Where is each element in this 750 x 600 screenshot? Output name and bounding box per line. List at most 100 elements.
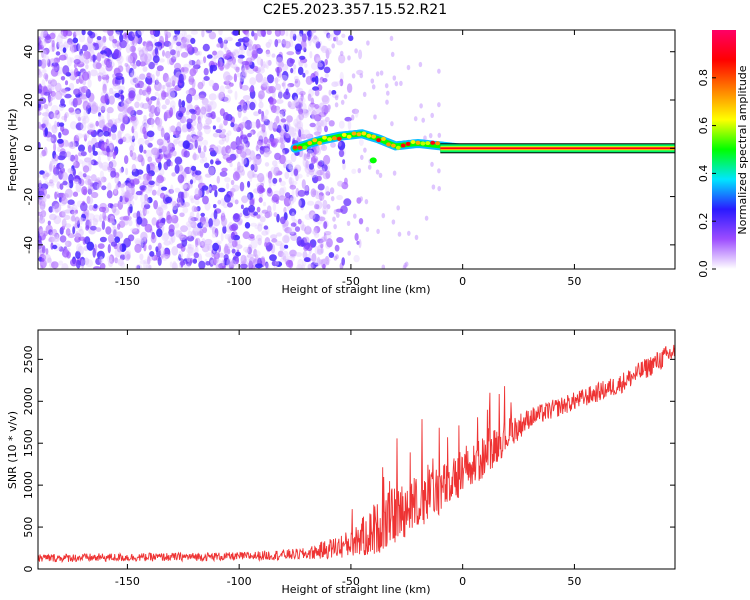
noise-blob — [185, 89, 193, 95]
noise-blob — [288, 197, 295, 205]
noise-blob — [240, 151, 247, 158]
noise-blob — [263, 115, 268, 122]
noise-blob — [321, 45, 328, 54]
signal-blob — [332, 136, 337, 141]
noise-blob — [156, 228, 163, 238]
noise-blob — [38, 97, 47, 105]
noise-blob — [216, 117, 221, 123]
noise-blob — [437, 68, 441, 74]
noise-blob — [183, 183, 188, 189]
noise-blob — [371, 84, 376, 90]
noise-blob — [339, 78, 344, 87]
noise-blob — [247, 180, 251, 188]
spectrogram-xlabel: Height of straight line (km) — [281, 283, 430, 296]
noise-blob — [168, 42, 173, 50]
noise-blob — [288, 103, 297, 110]
noise-blob — [71, 214, 76, 222]
noise-blob — [315, 194, 323, 200]
noise-blob — [47, 101, 53, 107]
noise-blob — [184, 166, 192, 175]
noise-blob — [171, 172, 176, 177]
noise-blob — [338, 149, 345, 158]
noise-blob — [424, 215, 429, 221]
noise-blob — [323, 221, 328, 230]
noise-blob — [147, 156, 153, 163]
noise-blob — [176, 121, 182, 132]
noise-blob — [61, 263, 69, 269]
noise-blob — [301, 33, 307, 43]
noise-blob — [437, 168, 441, 174]
noise-blob — [64, 93, 72, 99]
noise-blob — [92, 182, 100, 190]
noise-blob — [87, 41, 93, 52]
noise-blob — [111, 133, 117, 141]
noise-blob — [125, 43, 131, 54]
noise-blob — [202, 139, 209, 146]
noise-blob — [264, 242, 268, 247]
noise-blob — [127, 105, 135, 116]
noise-blob — [130, 142, 136, 147]
noise-blob — [221, 137, 227, 142]
noise-blob — [140, 157, 145, 167]
noise-blob — [336, 194, 343, 201]
noise-blob — [175, 44, 182, 53]
noise-blob — [328, 252, 335, 258]
noise-blob — [113, 187, 117, 195]
noise-blob — [181, 237, 188, 248]
noise-blob — [306, 149, 314, 159]
noise-blob — [227, 89, 233, 94]
noise-blob — [192, 258, 198, 264]
noise-blob — [237, 108, 242, 119]
noise-blob — [255, 263, 263, 269]
noise-blob — [48, 236, 53, 243]
noise-blob — [307, 200, 315, 206]
noise-blob — [112, 38, 118, 44]
noise-blob — [186, 118, 193, 124]
noise-blob — [419, 103, 423, 109]
noise-blob — [235, 66, 240, 73]
noise-blob — [51, 104, 59, 115]
noise-blob — [325, 49, 330, 60]
noise-blob — [173, 131, 179, 136]
noise-blob — [80, 151, 87, 157]
noise-blob — [332, 216, 336, 222]
noise-blob — [275, 99, 284, 104]
noise-blob — [218, 132, 225, 137]
noise-blob — [173, 229, 181, 235]
noise-blob — [241, 36, 250, 43]
noise-blob — [67, 199, 75, 205]
noise-blob — [306, 152, 311, 158]
snr-ytick-label: 1000 — [22, 471, 35, 499]
noise-blob — [338, 120, 345, 129]
noise-blob — [210, 159, 214, 165]
noise-blob — [136, 169, 144, 175]
noise-blob — [209, 225, 215, 230]
noise-blob — [99, 162, 103, 169]
noise-blob — [263, 225, 269, 230]
noise-blob — [249, 173, 253, 183]
noise-blob — [43, 253, 51, 264]
noise-blob — [39, 259, 47, 269]
noise-blob — [60, 76, 66, 81]
noise-blob — [317, 60, 325, 70]
signal-blob — [346, 134, 352, 139]
spectrogram-xtick-label: -100 — [227, 275, 252, 288]
noise-blob — [67, 151, 72, 161]
noise-blob — [309, 102, 316, 108]
noise-blob — [170, 75, 178, 85]
noise-blob — [99, 236, 107, 243]
noise-blob — [249, 233, 255, 239]
noise-blob — [285, 31, 289, 37]
noise-blob — [105, 147, 111, 153]
noise-blob — [221, 258, 225, 267]
noise-blob — [224, 193, 231, 203]
noise-blob — [146, 130, 155, 138]
noise-blob — [148, 180, 155, 186]
noise-blob — [79, 93, 88, 100]
noise-blob — [241, 64, 245, 73]
noise-blob — [222, 112, 230, 121]
noise-blob — [224, 85, 232, 90]
spectrogram-ytick-label: 40 — [22, 45, 35, 59]
noise-blob — [193, 94, 199, 101]
noise-blob — [172, 205, 178, 215]
